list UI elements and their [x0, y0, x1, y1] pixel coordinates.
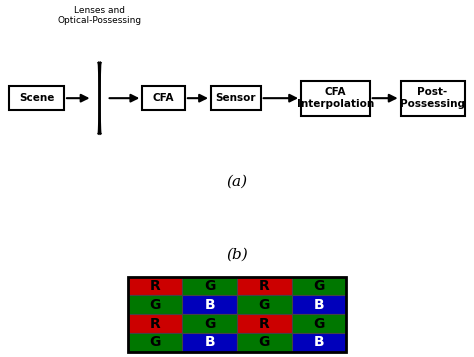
Text: R: R — [150, 317, 161, 331]
Bar — [128, 277, 182, 296]
Text: Scene: Scene — [19, 93, 55, 103]
Bar — [128, 314, 182, 333]
Text: (a): (a) — [227, 175, 247, 188]
Text: G: G — [204, 279, 215, 293]
Text: Post-
Possessing: Post- Possessing — [400, 87, 465, 109]
Text: Sensor: Sensor — [216, 93, 256, 103]
Bar — [237, 277, 292, 296]
Bar — [237, 314, 292, 333]
Bar — [182, 314, 237, 333]
Text: CFA: CFA — [153, 93, 174, 103]
Bar — [182, 277, 237, 296]
Text: B: B — [204, 298, 215, 312]
Bar — [182, 333, 237, 352]
Bar — [182, 296, 237, 314]
Bar — [292, 333, 346, 352]
Bar — [292, 277, 346, 296]
Bar — [128, 333, 182, 352]
Text: G: G — [313, 279, 324, 293]
FancyBboxPatch shape — [9, 86, 64, 110]
Text: R: R — [259, 317, 270, 331]
Bar — [128, 296, 182, 314]
Text: G: G — [259, 298, 270, 312]
Text: G: G — [150, 335, 161, 349]
Text: G: G — [150, 298, 161, 312]
Text: Lenses and
Optical-Possessing: Lenses and Optical-Possessing — [57, 6, 142, 25]
Text: CFA
Interpolation: CFA Interpolation — [297, 87, 374, 109]
Bar — [292, 314, 346, 333]
Bar — [292, 296, 346, 314]
Bar — [237, 333, 292, 352]
Text: G: G — [259, 335, 270, 349]
Text: R: R — [150, 279, 161, 293]
Text: B: B — [313, 335, 324, 349]
Bar — [237, 296, 292, 314]
Text: B: B — [204, 335, 215, 349]
FancyBboxPatch shape — [211, 86, 261, 110]
Bar — [128, 277, 346, 352]
Text: B: B — [313, 298, 324, 312]
FancyBboxPatch shape — [401, 80, 465, 116]
Text: R: R — [259, 279, 270, 293]
Text: G: G — [313, 317, 324, 331]
FancyBboxPatch shape — [142, 86, 185, 110]
Text: G: G — [204, 317, 215, 331]
Text: (b): (b) — [226, 247, 248, 261]
FancyBboxPatch shape — [301, 80, 370, 116]
